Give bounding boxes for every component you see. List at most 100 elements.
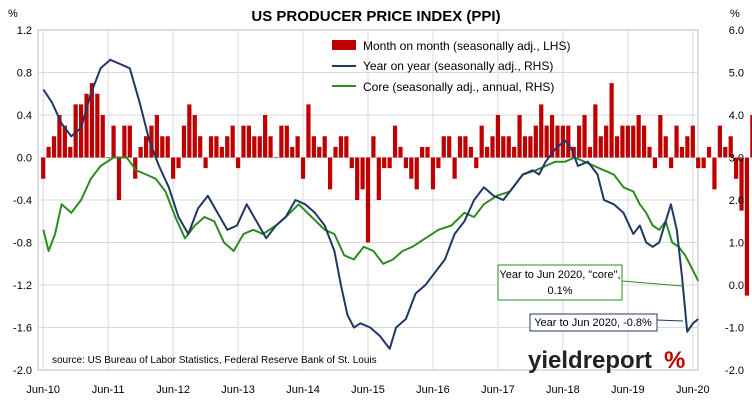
mom-bars [41, 83, 752, 296]
mom-bar [214, 136, 219, 158]
mom-bar [663, 136, 668, 158]
x-tick-label: Jun-13 [221, 384, 255, 396]
mom-bar [360, 157, 365, 190]
mom-bar [647, 146, 652, 158]
annotation-yoy-box [529, 313, 658, 332]
mom-bar [46, 146, 51, 158]
left-axis-ticks: -2.0 -1.6 -1.2 -0.8 -0.4 0.0 0.4 0.8 1.2 [13, 25, 32, 377]
mom-bar [696, 157, 701, 169]
mom-bar [57, 115, 62, 158]
legend: Month on month (seasonally adj., LHS) Ye… [332, 39, 570, 94]
mom-bar [712, 157, 717, 190]
mom-bar [208, 136, 214, 158]
legend-label-yoy: Year on year (seasonally adj., RHS) [363, 59, 553, 73]
yieldreport-logo: yieldreport % [528, 347, 685, 374]
right-tick-label: 6.0 [729, 25, 744, 37]
mom-bar [143, 136, 149, 158]
mom-bar [165, 136, 170, 158]
mom-bar [430, 157, 436, 190]
mom-bar [311, 136, 316, 158]
mom-bar [263, 115, 268, 158]
mom-bar [620, 125, 625, 158]
annotation-yoy: Year to Jun 2020, -0.8% [529, 313, 684, 332]
x-tick-label: Jun-17 [481, 384, 515, 396]
mom-bar [544, 125, 549, 158]
left-tick-label: 0.8 [17, 68, 32, 80]
mom-bar [398, 146, 403, 158]
mom-bar [679, 146, 685, 158]
right-axis-ticks: -2.0 -1.0 0.0 1.0 2.0 3.0 4.0 5.0 6.0 [725, 25, 744, 377]
series-lines [42, 58, 700, 350]
logo-text: yieldreport [528, 347, 652, 374]
mom-bar [414, 157, 419, 190]
mom-bar [203, 157, 208, 169]
mom-bar [641, 125, 647, 158]
mom-bar [89, 83, 95, 158]
mom-bar [122, 125, 127, 158]
mom-bar [95, 93, 100, 158]
mom-bar [420, 146, 425, 158]
mom-bar [246, 125, 252, 158]
yoy-line [42, 58, 699, 350]
mom-bar [349, 157, 354, 169]
mom-bar [436, 157, 441, 169]
mom-bar [403, 157, 409, 169]
x-tick-label: Jun-20 [676, 384, 710, 396]
mom-bar [181, 125, 187, 158]
mom-bar [290, 146, 295, 158]
legend-label-core: Core (seasonally adj., annual, RHS) [363, 80, 554, 94]
mom-bar [652, 157, 658, 169]
mom-bar [701, 157, 706, 169]
right-tick-label: 2.0 [729, 195, 744, 207]
left-tick-label: 0.0 [17, 153, 32, 165]
right-tick-label: 0.0 [729, 280, 744, 292]
mom-bar [84, 93, 89, 158]
mom-bar [127, 125, 132, 158]
legend-label-mom: Month on month (seasonally adj., LHS) [363, 39, 570, 53]
mom-bar [674, 125, 679, 158]
mom-bar [750, 115, 752, 158]
mom-bar [474, 157, 479, 169]
left-tick-label: -1.6 [13, 323, 32, 335]
mom-bar [614, 136, 620, 158]
mom-bar [106, 157, 111, 159]
mom-bar [658, 115, 663, 158]
mom-bar [317, 146, 322, 158]
mom-bar [279, 125, 284, 158]
mom-bar [338, 136, 344, 158]
mom-bar [739, 157, 744, 211]
legend-swatch-mom [332, 40, 356, 50]
annotation-core-box [497, 264, 623, 301]
left-tick-label: -2.0 [13, 365, 32, 377]
mom-bar [533, 125, 538, 158]
mom-bar [723, 146, 728, 158]
mom-bar [154, 115, 159, 158]
mom-bar [235, 157, 241, 169]
mom-bar [138, 146, 143, 158]
mom-bar [463, 136, 468, 158]
mom-bar [176, 157, 181, 169]
mom-bar [587, 146, 593, 158]
mom-bar [100, 115, 105, 158]
left-tick-label: -0.8 [13, 238, 32, 250]
mom-bar [457, 136, 463, 158]
x-tick-label: Jun-12 [156, 384, 190, 396]
mom-bar [41, 157, 46, 179]
mom-bar [73, 104, 78, 158]
mom-bar [522, 136, 528, 158]
mom-bar [425, 146, 430, 158]
mom-bar [484, 146, 490, 158]
mom-bar [539, 104, 544, 158]
mom-bar [452, 157, 457, 179]
mom-bar [295, 136, 300, 158]
x-tick-label: Jun-16 [416, 384, 450, 396]
mom-bar [728, 136, 733, 158]
mom-bar [717, 125, 722, 158]
mom-bar [268, 136, 273, 158]
mom-bar [160, 136, 165, 158]
left-unit-label: % [8, 8, 18, 20]
mom-bar [392, 125, 398, 158]
mom-bar [441, 136, 446, 158]
mom-bar [300, 157, 306, 179]
left-tick-label: 1.2 [17, 25, 32, 37]
